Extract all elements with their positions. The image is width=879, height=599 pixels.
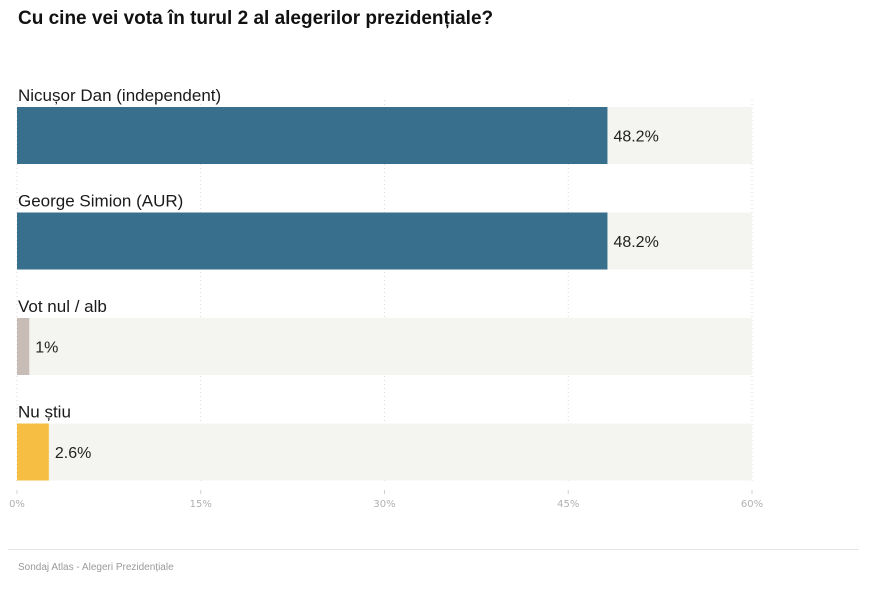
- footer-divider: [8, 549, 859, 550]
- bar-track: [17, 318, 752, 375]
- bar: [17, 318, 30, 375]
- category-label: Nicușor Dan (independent): [18, 86, 221, 105]
- value-label: 48.2%: [613, 234, 658, 251]
- bar: [17, 212, 608, 270]
- tick-label: 0%: [9, 499, 25, 510]
- bar: [17, 107, 608, 164]
- tick-label: 30%: [373, 499, 395, 510]
- category-label: Vot nul / alb: [18, 297, 107, 316]
- bar-chart: Nicușor Dan (independent) 48.2% George Sim…: [9, 86, 763, 510]
- tick-label: 45%: [557, 499, 579, 510]
- value-label: 48.2%: [613, 129, 658, 146]
- value-label: 1%: [35, 340, 58, 357]
- source-note: Sondaj Atlas - Alegeri Prezidențiale: [18, 562, 174, 573]
- value-label: 2.6%: [55, 445, 91, 462]
- bar: [17, 423, 49, 481]
- chart-title: Cu cine vei vota în turul 2 al alegerilo…: [18, 8, 494, 29]
- tick-label: 15%: [190, 499, 212, 510]
- tick-label: 60%: [741, 499, 763, 510]
- category-label: Nu știu: [18, 403, 71, 422]
- bar-track: [17, 423, 752, 481]
- category-label: George Simion (AUR): [18, 192, 183, 211]
